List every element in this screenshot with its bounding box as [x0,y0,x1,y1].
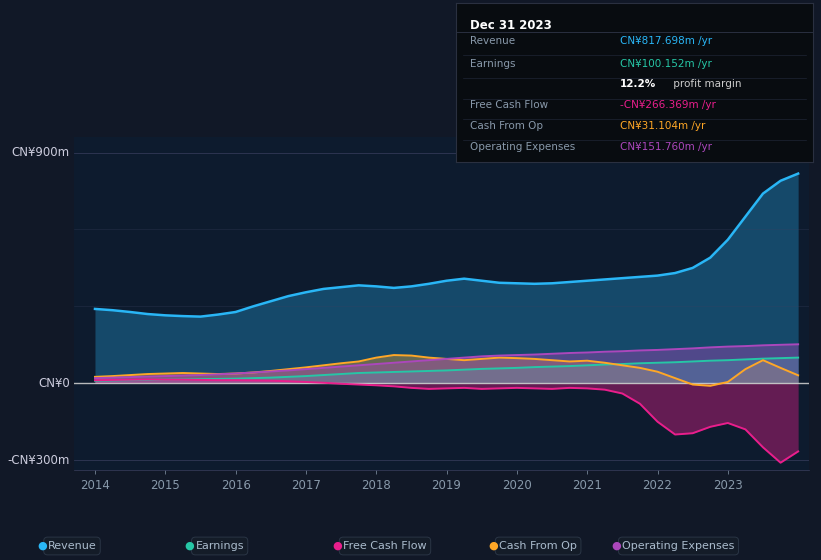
Text: Free Cash Flow: Free Cash Flow [470,100,548,110]
Text: 12.2%: 12.2% [620,80,656,90]
Text: profit margin: profit margin [670,80,741,90]
Text: Free Cash Flow: Free Cash Flow [343,541,427,551]
Text: CN¥31.104m /yr: CN¥31.104m /yr [620,121,705,131]
Text: ●: ● [185,541,195,551]
Text: CN¥151.760m /yr: CN¥151.760m /yr [620,142,712,152]
Text: ●: ● [37,541,47,551]
Text: Earnings: Earnings [195,541,244,551]
Text: -CN¥266.369m /yr: -CN¥266.369m /yr [620,100,716,110]
Text: ●: ● [333,541,342,551]
Text: Cash From Op: Cash From Op [470,121,543,131]
Text: Revenue: Revenue [470,36,515,46]
Text: Revenue: Revenue [48,541,96,551]
Text: ●: ● [488,541,498,551]
Text: CN¥100.152m /yr: CN¥100.152m /yr [620,59,712,69]
Text: Operating Expenses: Operating Expenses [622,541,735,551]
Text: CN¥900m: CN¥900m [11,146,70,159]
Text: CN¥817.698m /yr: CN¥817.698m /yr [620,36,712,46]
Text: Dec 31 2023: Dec 31 2023 [470,18,552,32]
Text: ●: ● [612,541,621,551]
Text: -CN¥300m: -CN¥300m [7,454,70,466]
Text: Earnings: Earnings [470,59,516,69]
Text: CN¥0: CN¥0 [38,377,70,390]
Text: Cash From Op: Cash From Op [499,541,577,551]
Text: Operating Expenses: Operating Expenses [470,142,576,152]
